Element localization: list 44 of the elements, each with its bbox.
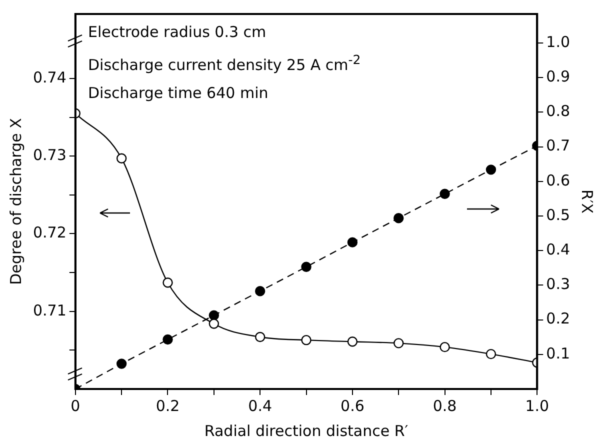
point bbox=[301, 262, 312, 272]
x-tick-label: 0.4 bbox=[248, 396, 272, 415]
annotation: Electrode radius 0.3 cm bbox=[88, 22, 268, 43]
y2-tick-label: 0.2 bbox=[546, 310, 570, 328]
point bbox=[394, 213, 404, 224]
x-tick-label: 1.0 bbox=[525, 396, 550, 415]
y2-tick-label: 1.0 bbox=[546, 32, 570, 51]
point bbox=[486, 348, 496, 360]
x-tick-label: 0.2 bbox=[156, 396, 180, 415]
point bbox=[208, 310, 220, 320]
y-tick-label: 0.73 bbox=[32, 146, 66, 164]
y-tick-label: 0.74 bbox=[32, 68, 66, 86]
x-tick-label: 0.8 bbox=[432, 396, 457, 415]
point bbox=[162, 278, 173, 288]
y-axis-title: Degree of discharge X bbox=[6, 118, 25, 285]
y2-axis-title: R′X bbox=[578, 189, 596, 214]
y2-tick-label: 0.7 bbox=[546, 136, 570, 155]
y2-tick-label: 0.8 bbox=[546, 102, 570, 120]
point bbox=[208, 318, 220, 329]
point bbox=[347, 336, 358, 347]
y2-tick-label: 0.3 bbox=[546, 275, 570, 294]
y2-tick-label: 0.1 bbox=[546, 344, 570, 362]
point bbox=[162, 334, 173, 345]
y-tick-label: 0.71 bbox=[32, 301, 66, 320]
point bbox=[116, 153, 127, 164]
point bbox=[116, 358, 127, 369]
x-tick-label: 0.6 bbox=[340, 396, 364, 415]
point bbox=[394, 338, 404, 348]
y2-tick-label: 0.6 bbox=[546, 171, 570, 190]
x-axis-title: Radial direction distance R′ bbox=[204, 422, 409, 440]
y2-tick-label: 0.4 bbox=[546, 240, 570, 259]
y2-tick-label: 0.5 bbox=[546, 206, 570, 224]
y2-tick-label: 0.9 bbox=[546, 68, 570, 86]
point bbox=[347, 237, 358, 248]
point bbox=[440, 188, 450, 199]
x-tick-label: 0 bbox=[70, 396, 80, 415]
point bbox=[301, 334, 312, 346]
point bbox=[254, 332, 266, 342]
annotation: Discharge time 640 min bbox=[88, 83, 270, 104]
annotation: Discharge current density 25 A cm$^{-2}$ bbox=[88, 51, 361, 76]
point bbox=[254, 286, 266, 296]
point bbox=[486, 164, 496, 175]
y-tick-label: 0.72 bbox=[32, 224, 66, 242]
point bbox=[440, 342, 450, 352]
